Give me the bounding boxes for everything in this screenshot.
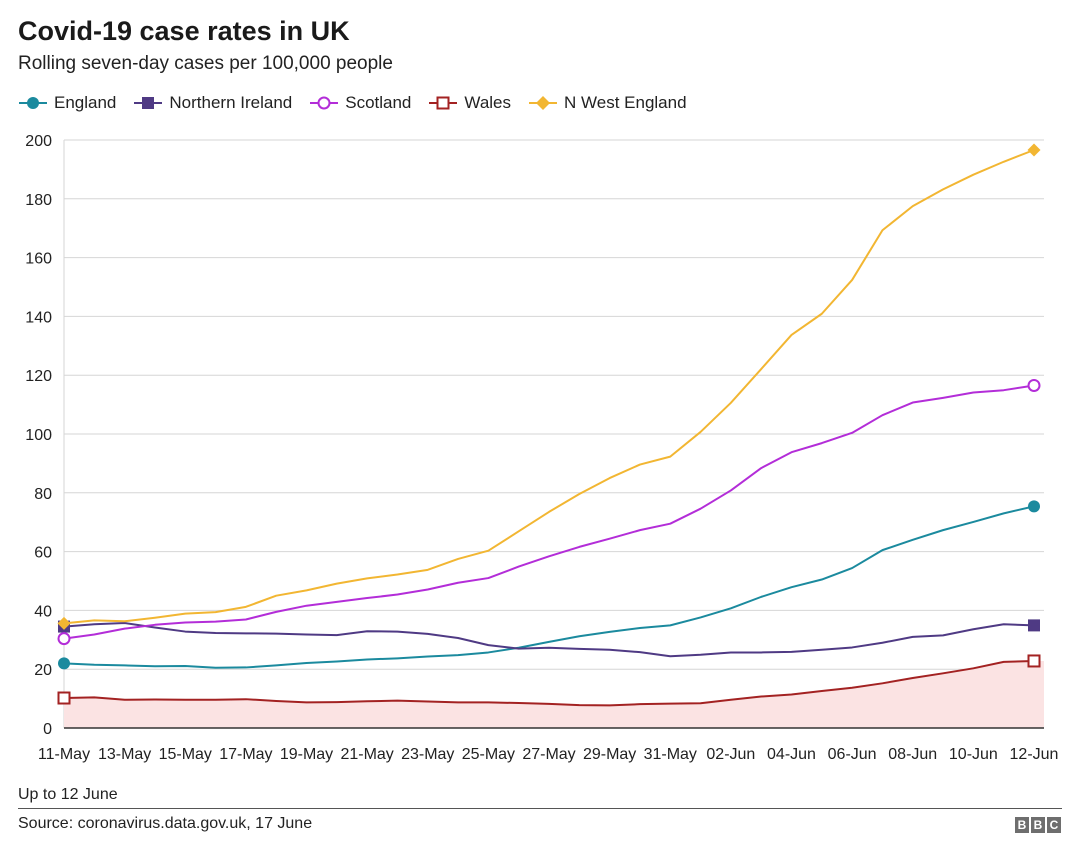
x-tick-label: 13-May (98, 746, 151, 763)
legend-key-northern-ireland (134, 97, 163, 109)
legend-item-nw-england: N West England (528, 92, 687, 114)
series-marker-wales (1027, 654, 1041, 668)
x-tick-label: 27-May (522, 746, 575, 763)
x-tick-label: 12-Jun (1010, 746, 1059, 763)
x-tick-label: 29-May (583, 746, 636, 763)
y-tick-label: 0 (43, 721, 52, 738)
footnote: Up to 12 June (18, 786, 118, 803)
series-line-wales (63, 659, 1035, 707)
legend-item-scotland: Scotland (309, 92, 411, 114)
line-chart: 0 20 40 60 80 100 120 140 160 180 200 11-May 13-May 1… (25, 133, 1059, 763)
y-tick-label: 40 (34, 603, 52, 620)
x-tick-label: 19-May (280, 746, 333, 763)
x-tick-label: 23-May (401, 746, 454, 763)
y-tick-label: 160 (25, 251, 52, 268)
x-tick-label: 21-May (340, 746, 393, 763)
series-line-scotland (63, 384, 1035, 640)
series-marker-england (1028, 500, 1040, 513)
legend-key-england (19, 97, 47, 109)
series-line-n-west-england (63, 149, 1035, 625)
x-tick-label: 11-May (38, 746, 90, 763)
y-tick-label: 200 (25, 133, 52, 150)
x-tick-label: 02-Jun (706, 746, 755, 763)
legend-label-northern-ireland: Northern Ireland (169, 93, 293, 112)
bbc-logo-letter: B (1031, 817, 1045, 833)
legend-item-wales: Wales (428, 92, 511, 114)
series-marker-northern-ireland (1028, 619, 1040, 632)
y-tick-label: 140 (25, 309, 52, 326)
y-tick-label: 100 (25, 427, 52, 444)
legend-label-wales: Wales (464, 93, 512, 112)
series-marker-scotland (1027, 378, 1041, 392)
chart-title: Covid-19 case rates in UK (18, 16, 350, 46)
chart-subtitle: Rolling seven-day cases per 100,000 peop… (18, 53, 393, 74)
y-tick-label: 20 (34, 662, 52, 679)
y-tick-label: 120 (25, 368, 52, 385)
y-tick-label: 80 (34, 486, 52, 503)
wales-area (64, 660, 1044, 728)
bbc-logo: B B C (1013, 817, 1061, 833)
series-marker-wales (57, 691, 71, 705)
legend-item-england: England (18, 92, 116, 114)
y-tick-label: 60 (34, 545, 52, 562)
series-line-england (63, 505, 1035, 669)
series-marker-scotland (57, 632, 71, 646)
legend-label-england: England (54, 93, 117, 112)
bbc-logo-letter: C (1047, 817, 1061, 833)
x-tick-label: 31-May (644, 746, 697, 763)
legend-label-nw-england: N West England (564, 93, 687, 112)
series-marker-n-west-england (57, 616, 71, 630)
x-tick-label: 25-May (462, 746, 515, 763)
series-line-northern-ireland (63, 622, 1035, 658)
bbc-logo-letter: B (1015, 817, 1029, 833)
x-tick-label: 15-May (159, 746, 212, 763)
legend-key-wales (429, 96, 458, 110)
legend-key-scotland (310, 96, 339, 110)
y-tick-label: 180 (25, 192, 52, 209)
series-marker-n-west-england (1027, 143, 1041, 157)
x-tick-label: 10-Jun (949, 746, 998, 763)
legend-item-northern-ireland: Northern Ireland (133, 92, 292, 114)
series-marker-england (58, 657, 70, 670)
footer-divider (18, 808, 1062, 809)
x-tick-label: 17-May (219, 746, 272, 763)
legend-key-nw-england (529, 96, 558, 110)
legend-label-scotland: Scotland (345, 93, 412, 112)
source-note: Source: coronavirus.data.gov.uk, 17 June (18, 815, 313, 832)
x-tick-label: 08-Jun (888, 746, 937, 763)
x-tick-label: 06-Jun (828, 746, 877, 763)
chart-legend: England Northern Ireland Scotland Wales … (18, 92, 704, 114)
x-tick-label: 04-Jun (767, 746, 816, 763)
